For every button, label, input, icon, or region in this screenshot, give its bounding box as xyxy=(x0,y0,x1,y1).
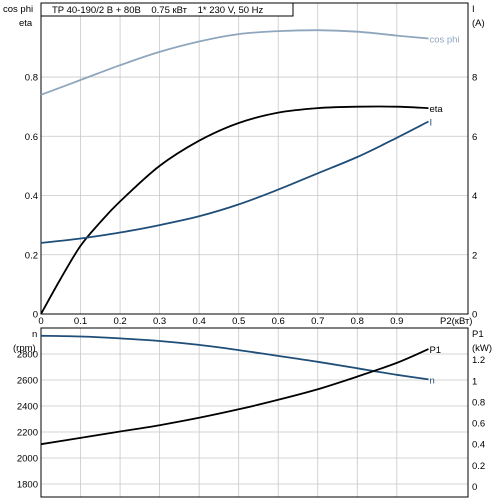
chart-title: TP 40-190/2 B + 80B 0.75 кВт 1* 230 V, 5… xyxy=(52,5,264,16)
right-tick-label: 8 xyxy=(472,73,477,84)
series-line-i xyxy=(40,120,429,244)
left-tick-label: 2400 xyxy=(17,402,38,413)
x-tick-label: 0.2 xyxy=(113,316,126,327)
series-label-n: n xyxy=(429,375,434,386)
series-label-eta: eta xyxy=(429,104,443,115)
left-tick-label: 0.2 xyxy=(25,250,38,261)
x-tick-label: 0.9 xyxy=(390,316,403,327)
right-tick-label: 0 xyxy=(472,310,477,321)
left-tick-label: 2800 xyxy=(17,350,38,361)
bottom-right-axis-label-1: P1 xyxy=(472,329,484,340)
right-tick-label: 1.2 xyxy=(472,355,485,366)
top-right-axis-label-2: (A) xyxy=(472,18,485,29)
right-tick-label: 0.4 xyxy=(472,440,485,451)
bottom-right-axis-label-2: (kW) xyxy=(472,343,492,354)
x-tick-label: 0.4 xyxy=(193,316,206,327)
left-tick-label: 1800 xyxy=(17,480,38,491)
series-line-n xyxy=(40,334,429,381)
series-line-cos-phi xyxy=(40,29,429,96)
x-tick-label: 0.7 xyxy=(311,316,324,327)
left-tick-label: 0.6 xyxy=(25,132,38,143)
title-box xyxy=(40,2,294,17)
right-tick-label: 6 xyxy=(472,132,477,143)
right-tick-label: 4 xyxy=(472,191,477,202)
series-line-p1 xyxy=(40,348,429,446)
grid-lines xyxy=(41,3,468,497)
top-left-axis-label-2: eta xyxy=(19,18,33,29)
left-tick-label: 0.8 xyxy=(25,73,38,84)
left-tick-label: 0 xyxy=(33,310,38,321)
right-tick-label: 0 xyxy=(472,482,477,493)
right-tick-label: 0.8 xyxy=(472,397,485,408)
series-label-p1: P1 xyxy=(429,345,441,356)
left-tick-label: 2600 xyxy=(17,376,38,387)
left-tick-label: 0.4 xyxy=(25,191,38,202)
right-tick-label: 0.6 xyxy=(472,419,485,430)
x-tick-label: 0.6 xyxy=(272,316,285,327)
top-left-axis-label-1: cos phi xyxy=(3,4,33,15)
x-tick-label: 0.5 xyxy=(232,316,245,327)
bottom-left-axis-label-1: n xyxy=(32,329,37,340)
x-tick-label: 0.1 xyxy=(74,316,87,327)
series-label-i: I xyxy=(429,117,432,128)
bottom-left-axis-label-2: (rpm) xyxy=(13,343,36,354)
bottom-plot-frame xyxy=(40,327,469,498)
series-line-eta xyxy=(40,105,429,315)
right-tick-label: 2 xyxy=(472,250,477,261)
x-tick-label: 0.8 xyxy=(351,316,364,327)
x-tick-label: 0.3 xyxy=(153,316,166,327)
left-tick-label: 2200 xyxy=(17,428,38,439)
series-labels: cos phi eta In P1 xyxy=(429,35,459,387)
x-axis-label: P2(кВт) xyxy=(440,316,472,327)
tick-labels: 0 0.1 0.2 0.3 0.4 0.5 0.6 0.7 0.8 0.9 0 0.2 0.4 0.6 0.… xyxy=(17,73,485,493)
series-label-cos-phi: cos phi xyxy=(429,35,459,46)
series-curves xyxy=(40,29,429,446)
top-plot-frame xyxy=(40,2,469,315)
right-tick-label: 0.2 xyxy=(472,461,485,472)
top-right-axis-label-1: I xyxy=(472,4,475,15)
left-tick-label: 2000 xyxy=(17,454,38,465)
x-tick-label: 0 xyxy=(38,316,43,327)
right-tick-label: 1 xyxy=(472,376,477,387)
